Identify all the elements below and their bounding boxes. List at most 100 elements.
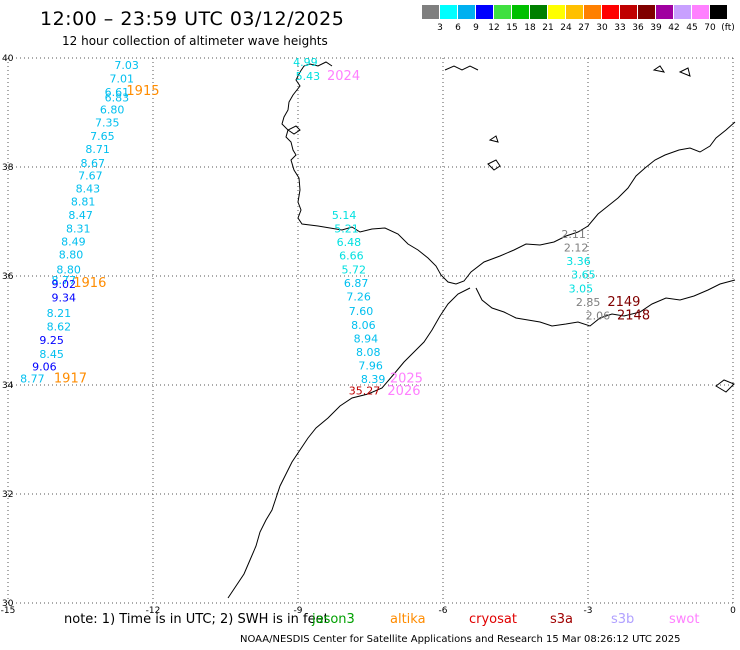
wave-height-label: 9.06 — [32, 360, 57, 373]
colorbar-unit: (ft) — [721, 23, 735, 33]
wave-height-label: 8.81 — [71, 196, 96, 209]
wave-height-label: 3.65 — [571, 269, 596, 282]
wave-height-label: 2.12 — [564, 241, 589, 254]
pass-time-label: 2025 — [390, 371, 423, 386]
wave-height-label: 6.48 — [337, 236, 362, 249]
map-grid — [7, 57, 734, 604]
coastline — [227, 61, 736, 599]
colorbar-label: 9 — [473, 23, 479, 33]
x-tick-label: -9 — [294, 606, 303, 616]
wave-height-label: 7.35 — [95, 117, 120, 130]
legend-item-altika: altika — [390, 612, 426, 627]
balearic-island-b — [715, 379, 735, 393]
wave-height-label: 8.39 — [361, 373, 386, 386]
colorbar-swatch — [512, 5, 529, 19]
wave-height-label: 2.11 — [561, 228, 586, 241]
wave-height-label: 35.27 — [349, 384, 381, 397]
pass-time-label: 2148 — [617, 309, 650, 324]
colorbar-swatch — [566, 5, 583, 19]
legend-item-jason3: jason3 — [312, 612, 355, 627]
colorbar-label: 18 — [524, 23, 536, 33]
tagus-estuary — [287, 125, 301, 135]
wave-height-label: 3.36 — [566, 255, 591, 268]
pass-time-label: 2024 — [327, 69, 360, 84]
legend-item-cryosat: cryosat — [469, 612, 517, 627]
colorbar-label: 45 — [686, 23, 698, 33]
wave-height-label: 8.49 — [61, 235, 86, 248]
wave-height-label: 6.66 — [339, 250, 364, 263]
y-tick-label: 32 — [2, 490, 13, 500]
wave-height-label: 8.77 — [52, 274, 77, 287]
balearic-island-a — [487, 159, 501, 171]
wave-height-label: 8.67 — [81, 157, 106, 170]
colorbar-swatch — [548, 5, 565, 19]
wave-height-label: 8.62 — [47, 321, 72, 334]
x-tick-label: -12 — [146, 606, 161, 616]
y-tick-label: 34 — [2, 381, 14, 391]
chart-title: 12:00 – 23:59 UTC 03/12/2025 — [40, 8, 345, 30]
wave-height-label: 8.80 — [56, 263, 80, 276]
colorbar-swatch — [458, 5, 475, 19]
portugal-coast — [281, 71, 736, 285]
legend-item-swot: swot — [669, 612, 700, 627]
wave-height-label: 8.21 — [47, 307, 72, 320]
wave-height-label: 5.72 — [342, 263, 367, 276]
wave-height-label: 7.65 — [90, 130, 115, 143]
morocco-atlantic-coast — [227, 287, 471, 599]
colorbar-swatch — [584, 5, 601, 19]
colorbar-label: 12 — [488, 23, 500, 33]
north-africa-coast — [475, 279, 736, 327]
wave-height-label: 6.61 — [105, 86, 129, 99]
wave-height-label: 7.01 — [110, 73, 135, 86]
colorbar-swatch — [602, 5, 619, 19]
wave-height-label: 7.96 — [358, 360, 383, 373]
colorbar-label: 27 — [578, 23, 590, 33]
y-tick-label: 30 — [2, 599, 14, 609]
wave-height-label: 9.25 — [39, 334, 64, 347]
wave-height-label: 6.83 — [105, 92, 129, 105]
colorbar-swatch — [638, 5, 655, 19]
pass-time-label: 1917 — [54, 371, 87, 386]
wave-height-label: 5.43 — [296, 70, 321, 83]
wave-height-label: 5.21 — [334, 222, 359, 235]
wave-height-label: 8.08 — [356, 346, 381, 359]
colorbar-label: 33 — [614, 23, 626, 33]
wave-height-label: 7.60 — [349, 305, 374, 318]
colorbar-label: 6 — [455, 23, 461, 33]
wave-height-label: 9.02 — [52, 278, 77, 291]
colorbar-swatch — [476, 5, 493, 19]
x-tick-label: -15 — [1, 606, 16, 616]
colorbar-label: 3 — [437, 23, 443, 33]
wave-height-label: 9.34 — [52, 292, 77, 305]
y-tick-label: 40 — [2, 54, 14, 64]
pass-time-label: 1915 — [126, 84, 159, 99]
wave-height-label: 8.31 — [66, 222, 91, 235]
wave-height-labels: 7.037.016.616.836.807.357.658.718.677.67… — [20, 56, 650, 399]
colorbar-swatch — [656, 5, 673, 19]
colorbar-swatch — [710, 5, 727, 19]
colorbar-swatch — [422, 5, 439, 19]
wave-height-label: 5.14 — [332, 209, 357, 222]
chart-subtitle: 12 hour collection of altimeter wave hei… — [62, 34, 328, 48]
france-south-coast — [444, 65, 479, 71]
wave-height-label: 6.80 — [100, 104, 125, 117]
wave-height-label: 8.47 — [68, 209, 93, 222]
wave-height-label: 8.43 — [76, 183, 101, 196]
y-tick-label: 38 — [2, 163, 14, 173]
wave-height-label: 2.06 — [586, 310, 611, 323]
wave-height-label: 8.06 — [351, 319, 376, 332]
wave-height-label: 7.67 — [78, 170, 103, 183]
wave-height-label: 8.45 — [39, 348, 64, 361]
colorbar-label: 70 — [704, 23, 716, 33]
balearic-islands — [488, 65, 691, 143]
wave-height-label: 7.26 — [346, 291, 371, 304]
wave-height-label: 6.87 — [344, 277, 369, 290]
colorbar-swatch — [620, 5, 637, 19]
colorbar-swatch — [692, 5, 709, 19]
wave-height-label: 2.85 — [576, 296, 601, 309]
colorbar-swatch — [494, 5, 511, 19]
colorbar-label: 39 — [650, 23, 662, 33]
portugal-north-coast — [299, 61, 333, 73]
legend-item-s3b: s3b — [611, 612, 635, 627]
